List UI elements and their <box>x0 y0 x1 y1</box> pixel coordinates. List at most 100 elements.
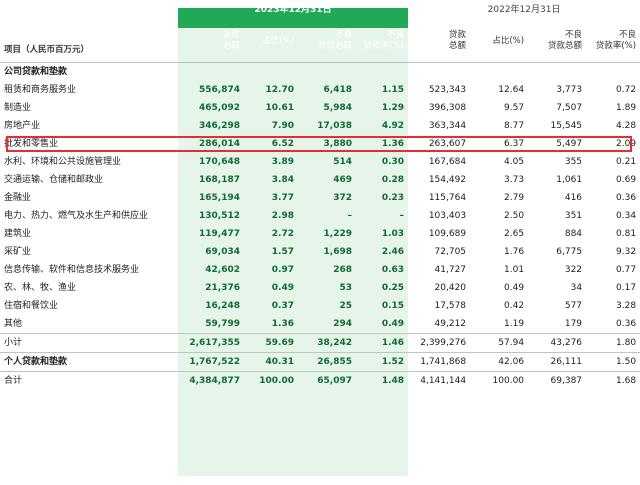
cur-loans-cell: 168,187 <box>199 175 240 185</box>
prev-npl-cell: 6,775 <box>556 247 583 257</box>
cur-share-cell: 10.61 <box>265 103 294 113</box>
prev-share-cell: 2.65 <box>504 229 525 239</box>
row-label: 金融业 <box>4 193 32 203</box>
corporate-group-label: 公司贷款和垫款 <box>0 62 178 81</box>
col-share-cur: 占比(%) <box>262 35 294 46</box>
prev-share-cell: 3.73 <box>504 175 525 185</box>
prev-share-cell: 100.00 <box>470 371 529 390</box>
prev-loans-cell: 49,212 <box>434 319 467 329</box>
prev-npl-ratio-cell: 0.34 <box>616 211 637 221</box>
industry-row: 批发和零售业 286,014 6.52 3,880 1.36 263,607 6.37 5,4… <box>0 135 640 153</box>
cur-npl-cell: 469 <box>333 175 352 185</box>
cur-share-cell: 7.90 <box>271 121 294 131</box>
cur-npl-cell: 1,229 <box>323 229 352 239</box>
prev-npl-ratio-cell: 0.21 <box>616 157 637 167</box>
prev-npl-cell: 351 <box>564 211 583 221</box>
col-nplr-prev: 不良 贷款率(%) <box>595 30 637 51</box>
prev-npl-ratio-cell: 1.68 <box>586 371 640 390</box>
prev-npl-cell: 1,061 <box>556 175 583 185</box>
prev-npl-cell: 7,507 <box>556 103 583 113</box>
col-nplr-cur: 不良 贷款率(%) <box>363 30 405 51</box>
current-period-label: 2023年12月31日 <box>254 5 332 15</box>
cur-share-cell: 59.69 <box>244 333 298 353</box>
prev-npl-ratio-cell: 0.36 <box>616 193 637 203</box>
prev-loans-cell: 2,399,276 <box>408 333 471 353</box>
cur-npl-cell: 53 <box>339 283 352 293</box>
industry-row: 其他 59,799 1.36 294 0.49 49,212 1.19 179 0.36 <box>0 315 640 334</box>
prev-npl-cell: 179 <box>564 319 583 329</box>
prev-loans-cell: 109,689 <box>428 229 467 239</box>
cur-npl-ratio-cell: 1.48 <box>356 371 409 390</box>
cur-npl-ratio-cell: 1.15 <box>381 85 405 95</box>
cur-npl-ratio-cell: 1.46 <box>356 333 409 353</box>
corporate-group-row: 公司贷款和垫款 <box>0 62 640 81</box>
prev-npl-ratio-cell: 0.81 <box>616 229 637 239</box>
prev-npl-ratio-cell: 4.28 <box>616 121 637 131</box>
cur-share-cell: 2.98 <box>271 211 294 221</box>
cur-npl-cell: 25 <box>339 301 352 311</box>
column-header-row: 项目（人民币百万元） 贷款 总额 占比(%) 不良 贷款总额 不良 贷款率(%) 贷款… <box>0 20 640 63</box>
prev-loans-cell: 396,308 <box>428 103 467 113</box>
prev-loans-cell: 263,607 <box>428 139 467 149</box>
col-loans-prev: 贷款 总额 <box>449 30 467 51</box>
cur-loans-cell: 59,799 <box>205 319 240 329</box>
total-row: 合计 4,384,877 100.00 65,097 1.48 4,141,144 100.… <box>0 371 640 390</box>
prev-share-cell: 1.19 <box>504 319 525 329</box>
prev-npl-cell: 416 <box>564 193 583 203</box>
personal-row: 个人贷款和垫款 1,767,522 40.31 26,855 1.52 1,741,868… <box>0 352 640 372</box>
cur-npl-cell: 514 <box>333 157 352 167</box>
prev-npl-ratio-cell: 1.80 <box>586 333 640 353</box>
cur-share-cell: 100.00 <box>244 371 298 390</box>
summary-rows: 小计 2,617,355 59.69 38,242 1.46 2,399,276 57.94… <box>0 333 640 390</box>
cur-share-cell: 0.37 <box>271 301 294 311</box>
cur-npl-cell: 65,097 <box>298 371 356 390</box>
prev-share-cell: 57.94 <box>470 333 529 353</box>
cur-npl-cell: 3,880 <box>323 139 352 149</box>
cur-npl-ratio-cell: 0.30 <box>381 157 405 167</box>
industry-row: 住宿和餐饮业 16,248 0.37 25 0.15 17,578 0.42 577 3.28 <box>0 297 640 315</box>
cur-npl-ratio-cell: 0.28 <box>381 175 405 185</box>
cur-share-cell: 3.89 <box>271 157 294 167</box>
prev-npl-ratio-cell: 1.50 <box>586 352 640 372</box>
row-label: 合计 <box>0 371 178 390</box>
col-npl-prev: 不良 贷款总额 <box>548 30 583 51</box>
prev-share-cell: 1.01 <box>504 265 525 275</box>
cur-npl-ratio-cell: 2.46 <box>381 247 405 257</box>
cur-npl-cell: 5,984 <box>323 103 352 113</box>
cur-share-cell: 3.84 <box>271 175 294 185</box>
cur-npl-ratio-cell: 0.49 <box>381 319 405 329</box>
real-estate-highlight-box <box>6 136 632 152</box>
cur-loans-cell: 21,376 <box>205 283 240 293</box>
prev-loans-cell: 72,705 <box>434 247 467 257</box>
cur-npl-ratio-cell: 0.15 <box>381 301 405 311</box>
prev-loans-cell: 1,741,868 <box>408 352 471 372</box>
cur-loans-cell: 130,512 <box>199 211 240 221</box>
cur-loans-cell: 165,194 <box>199 193 240 203</box>
period-header-row: 2023年12月31日 2022年12月31日 <box>0 0 640 20</box>
prev-share-cell: 12.64 <box>498 85 525 95</box>
prev-npl-ratio-cell: 0.72 <box>616 85 637 95</box>
cur-loans-cell: 1,767,522 <box>178 352 244 372</box>
cur-share-cell: 12.70 <box>265 85 294 95</box>
cur-share-cell: 3.77 <box>271 193 294 203</box>
row-label: 其他 <box>4 319 23 329</box>
cur-npl-ratio-cell: 0.23 <box>381 193 405 203</box>
cur-loans-cell: 465,092 <box>199 103 240 113</box>
cur-npl-cell: – <box>347 211 353 221</box>
row-label: 电力、热力、燃气及水生产和供应业 <box>4 211 149 221</box>
cur-share-cell: 0.97 <box>271 265 294 275</box>
row-label: 交通运输、仓储和邮政业 <box>4 175 104 185</box>
cur-npl-ratio-cell: 1.52 <box>356 352 409 372</box>
prev-npl-ratio-cell: 0.77 <box>616 265 637 275</box>
row-label: 农、林、牧、渔业 <box>4 283 77 293</box>
industry-rows: 租赁和商务服务业 556,874 12.70 6,418 1.15 523,343 12.6… <box>0 81 640 334</box>
row-label: 住宿和餐饮业 <box>4 301 59 311</box>
prev-npl-cell: 3,773 <box>556 85 583 95</box>
cur-npl-ratio-cell: 1.29 <box>381 103 405 113</box>
prev-npl-cell: 884 <box>564 229 583 239</box>
current-period-title-bar <box>178 8 408 28</box>
prev-npl-cell: 15,545 <box>550 121 583 131</box>
prev-share-cell: 9.57 <box>504 103 525 113</box>
cur-share-cell: 0.49 <box>271 283 294 293</box>
